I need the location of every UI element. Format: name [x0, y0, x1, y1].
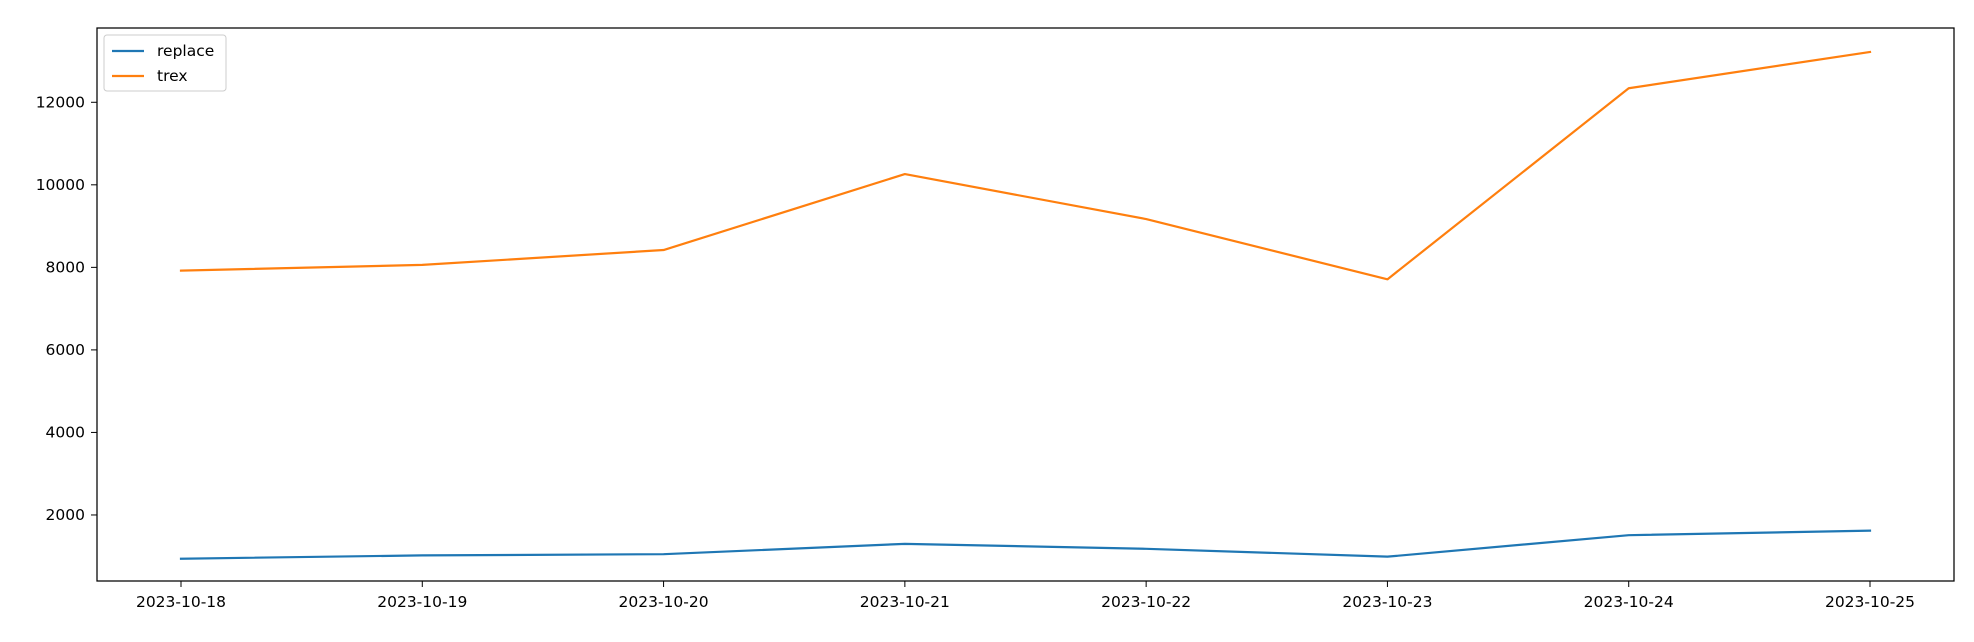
plot-frame — [96, 27, 1955, 582]
x-axis-ticks: 2023-10-18 2023-10-19 2023-10-20 2023-10-21… — [136, 581, 1915, 611]
y-tick-label: 2000 — [46, 506, 85, 524]
y-tick-label: 10000 — [36, 176, 85, 194]
x-tick-label: 2023-10-21 — [860, 593, 950, 611]
y-tick-label: 4000 — [46, 423, 85, 441]
x-tick-label: 2023-10-22 — [1101, 593, 1191, 611]
y-tick-label: 12000 — [36, 93, 85, 111]
legend: replace trex — [103, 34, 227, 92]
x-tick-label: 2023-10-24 — [1584, 593, 1674, 611]
series-lines — [179, 50, 1872, 560]
y-tick-label: 8000 — [46, 258, 85, 276]
y-axis-ticks: 2000 4000 6000 8000 10000 12000 — [36, 93, 97, 524]
x-tick-label: 2023-10-25 — [1825, 593, 1915, 611]
series-line-trex — [179, 50, 1872, 281]
x-tick-label: 2023-10-18 — [136, 593, 226, 611]
series-line-replace — [179, 529, 1872, 560]
x-tick-label: 2023-10-23 — [1342, 593, 1432, 611]
plot-background — [97, 28, 1954, 581]
x-tick-label: 2023-10-19 — [377, 593, 467, 611]
legend-label-replace: replace — [157, 42, 214, 60]
x-tick-label: 2023-10-20 — [619, 593, 709, 611]
y-tick-label: 6000 — [46, 341, 85, 359]
legend-label-trex: trex — [157, 67, 188, 85]
